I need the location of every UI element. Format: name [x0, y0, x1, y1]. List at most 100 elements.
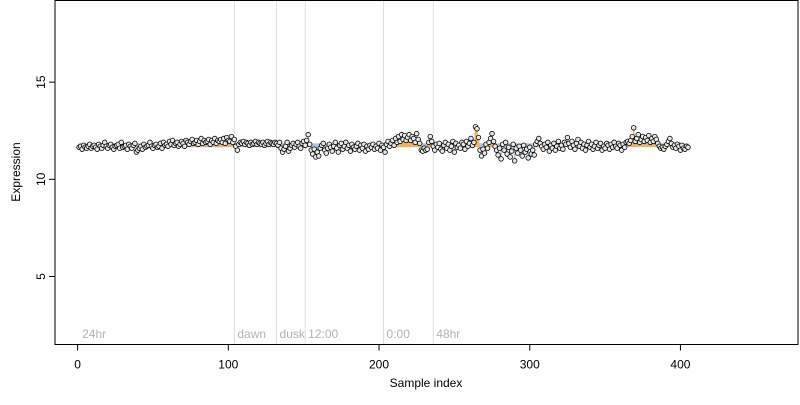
region-label: 0:00	[387, 327, 411, 341]
background-bar	[500, 143, 502, 161]
data-point	[519, 153, 525, 159]
data-point	[302, 142, 308, 148]
data-point	[635, 131, 641, 138]
data-point	[629, 133, 635, 140]
data-point	[118, 139, 125, 146]
background-bar	[477, 135, 480, 148]
x-axis-label: Sample index	[390, 376, 463, 390]
data-point	[468, 135, 474, 142]
data-point	[631, 125, 637, 131]
data-point	[484, 145, 491, 151]
data-point	[436, 140, 443, 147]
data-point	[451, 149, 458, 155]
data-point	[303, 137, 310, 144]
region-label: 48hr	[436, 327, 460, 341]
axes-layer: 0 100 200 300 400 5 10 15	[34, 75, 691, 371]
data-point	[495, 152, 501, 158]
region-label: 12:00	[308, 327, 338, 341]
data-point	[543, 144, 550, 150]
region-label: 24hr	[82, 327, 106, 341]
data-points-layer	[76, 124, 691, 164]
data-point	[329, 148, 336, 154]
data-point	[530, 147, 536, 153]
data-point	[448, 143, 455, 149]
y-tick-label: 5	[34, 273, 48, 280]
data-point	[439, 148, 446, 154]
background-bar	[506, 143, 508, 156]
data-point	[564, 134, 571, 141]
data-point	[560, 146, 566, 152]
data-point	[347, 148, 354, 154]
data-point	[284, 139, 290, 146]
x-tick-label: 200	[369, 358, 389, 372]
background-bar	[474, 124, 477, 148]
data-point	[507, 154, 513, 160]
data-point	[132, 140, 138, 147]
data-point	[621, 144, 628, 150]
data-point	[474, 126, 480, 132]
data-point	[490, 138, 497, 145]
data-point	[320, 140, 326, 147]
data-point	[531, 152, 537, 158]
data-point	[555, 138, 562, 145]
data-point	[525, 155, 531, 161]
x-tick-label: 400	[670, 358, 690, 372]
x-tick-label: 0	[74, 358, 81, 372]
data-point	[382, 149, 388, 155]
data-point	[297, 145, 304, 151]
data-point	[582, 147, 589, 153]
data-point	[508, 148, 515, 154]
data-point	[489, 130, 495, 137]
background-bar	[510, 143, 513, 154]
background-bar	[316, 143, 319, 155]
y-tick-label: 15	[34, 75, 48, 89]
data-point	[306, 141, 313, 148]
data-point	[496, 145, 503, 151]
data-point	[276, 139, 283, 146]
data-point	[424, 146, 430, 152]
data-point	[332, 139, 339, 146]
data-point	[572, 146, 578, 152]
background-bar	[402, 137, 404, 148]
data-point	[305, 131, 311, 138]
data-point	[511, 158, 518, 164]
data-point	[502, 139, 509, 146]
data-point	[505, 144, 512, 150]
data-point	[181, 143, 188, 149]
data-point	[667, 135, 673, 142]
background-bar	[548, 143, 551, 154]
data-point	[481, 150, 488, 156]
data-point	[475, 134, 482, 141]
data-point	[510, 141, 516, 148]
data-point	[414, 130, 420, 137]
x-tick-label: 100	[218, 358, 238, 372]
y-tick-label: 10	[34, 172, 48, 186]
data-point	[417, 140, 423, 147]
data-point	[335, 149, 342, 155]
x-tick-label: 300	[520, 358, 540, 372]
background-bar	[453, 143, 456, 155]
region-label: dawn	[237, 327, 266, 341]
region-label: dusk	[280, 327, 306, 341]
data-point	[231, 136, 238, 143]
data-point	[471, 139, 477, 146]
plot-frame	[54, 0, 799, 345]
data-point	[234, 147, 241, 153]
y-axis-label: Expression	[9, 142, 23, 201]
data-point	[536, 135, 542, 142]
data-point	[323, 150, 329, 156]
data-point	[685, 144, 691, 150]
data-point	[501, 147, 507, 153]
data-point	[517, 147, 524, 153]
region-lines-layer: dawn dusk 12:00 0:00 48hr 24hr	[82, 0, 460, 345]
background-bar	[527, 143, 530, 160]
background-bar	[349, 143, 352, 154]
background-bar	[513, 143, 516, 163]
data-point	[498, 156, 504, 162]
data-point	[521, 142, 527, 148]
data-point	[316, 153, 322, 159]
data-point	[429, 138, 435, 145]
data-point	[427, 133, 433, 140]
